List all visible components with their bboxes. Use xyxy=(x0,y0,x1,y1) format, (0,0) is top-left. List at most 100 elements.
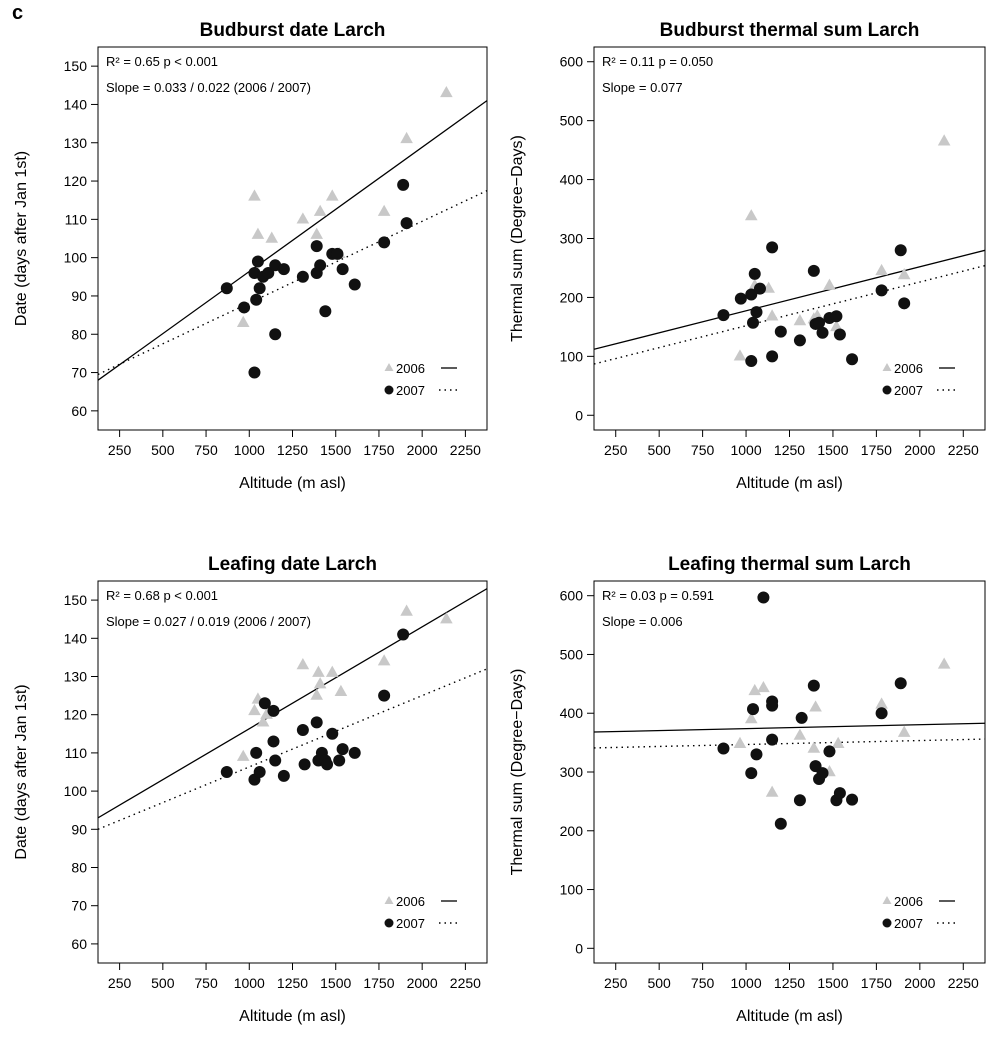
data-point-2006 xyxy=(757,680,770,693)
x-tick-label: 1250 xyxy=(277,975,308,991)
data-point-2006 xyxy=(440,612,453,624)
data-point-2006 xyxy=(793,728,807,740)
y-axis-label: Date (days after Jan 1st) xyxy=(13,684,30,859)
y-axis-label: Thermal sum (Degree−Days) xyxy=(509,669,526,876)
x-axis-label: Altitude (m asl) xyxy=(736,1008,843,1025)
x-tick-label: 2250 xyxy=(450,975,481,991)
x-tick-label: 2000 xyxy=(407,975,438,991)
x-tick-label: 750 xyxy=(691,975,715,991)
panel-letter: c xyxy=(12,2,24,24)
x-tick-label: 1750 xyxy=(861,975,892,991)
data-point-2007 xyxy=(269,754,282,767)
data-point-2007 xyxy=(793,794,806,807)
legend-label-2006: 2006 xyxy=(396,894,425,909)
data-point-2007 xyxy=(400,217,413,230)
y-tick-label: 80 xyxy=(71,326,87,342)
x-tick-label: 1000 xyxy=(730,442,761,458)
legend-label-2007: 2007 xyxy=(894,383,923,398)
data-point-2007 xyxy=(813,316,826,329)
data-point-2007 xyxy=(310,716,323,729)
y-tick-label: 70 xyxy=(71,898,87,914)
stats-annotation: R² = 0.68 p < 0.001 xyxy=(106,588,218,603)
data-point-2006 xyxy=(875,697,888,709)
y-tick-label: 80 xyxy=(71,860,87,876)
data-point-2007 xyxy=(331,247,344,260)
x-tick-label: 500 xyxy=(151,975,175,991)
data-point-2007 xyxy=(898,297,911,310)
data-point-2006 xyxy=(248,189,261,201)
chart-panel-3: Leafing date Larch 250 500 750 1000 1250 1500 1… xyxy=(13,554,488,1025)
stats-annotation: Slope = 0.077 xyxy=(602,80,683,95)
data-point-2007 xyxy=(220,282,233,295)
x-tick-label: 250 xyxy=(108,975,132,991)
data-point-2007 xyxy=(745,767,758,780)
y-tick-label: 90 xyxy=(71,288,87,304)
data-point-2007 xyxy=(267,704,280,717)
x-tick-label: 1250 xyxy=(277,442,308,458)
regression-line-2007 xyxy=(98,189,487,376)
data-point-2006 xyxy=(937,134,951,146)
y-tick-label: 0 xyxy=(575,407,583,423)
y-tick-label: 0 xyxy=(575,940,583,956)
x-tick-label: 1000 xyxy=(234,975,265,991)
chart-title: Budburst date Larch xyxy=(200,20,386,41)
data-point-2006 xyxy=(793,313,807,326)
data-point-2007 xyxy=(750,306,763,319)
legend-marker-2006 xyxy=(384,896,394,904)
y-tick-label: 140 xyxy=(64,630,88,646)
data-point-2006 xyxy=(313,677,327,689)
data-point-2007 xyxy=(766,733,779,746)
data-point-2007 xyxy=(348,746,361,759)
data-point-2006 xyxy=(440,85,453,98)
data-point-2007 xyxy=(823,745,836,758)
stats-annotation: Slope = 0.033 / 0.022 (2006 / 2007) xyxy=(106,80,311,95)
data-point-2006 xyxy=(733,736,747,748)
x-tick-label: 500 xyxy=(647,975,671,991)
data-point-2007 xyxy=(310,240,323,253)
data-point-2006 xyxy=(830,319,843,332)
data-point-2006 xyxy=(251,227,265,239)
data-point-2007 xyxy=(348,278,361,291)
y-tick-label: 300 xyxy=(560,764,584,780)
data-point-2006 xyxy=(334,684,348,696)
data-point-2007 xyxy=(745,288,758,301)
data-point-2007 xyxy=(774,817,787,830)
data-point-2007 xyxy=(267,735,280,748)
plot-frame xyxy=(593,580,986,964)
regression-line-2006 xyxy=(98,100,487,381)
x-axis-label: Altitude (m asl) xyxy=(239,1008,346,1025)
data-point-2007 xyxy=(734,292,747,305)
data-point-2007 xyxy=(397,628,410,641)
data-point-2007 xyxy=(262,266,275,279)
y-tick-label: 500 xyxy=(560,646,584,662)
data-point-2006 xyxy=(831,736,845,748)
data-point-2006 xyxy=(937,657,951,669)
data-point-2007 xyxy=(830,310,843,323)
y-tick-label: 100 xyxy=(64,250,88,266)
y-tick-label: 140 xyxy=(64,96,88,112)
data-point-2006 xyxy=(377,654,391,666)
data-point-2006 xyxy=(807,741,821,753)
data-point-2007 xyxy=(326,727,339,740)
y-tick-label: 150 xyxy=(64,58,88,74)
data-point-2007 xyxy=(319,305,332,318)
data-point-2007 xyxy=(321,758,334,771)
data-point-2007 xyxy=(766,350,779,363)
data-point-2007 xyxy=(253,282,266,295)
x-tick-label: 750 xyxy=(194,442,218,458)
data-point-2006 xyxy=(236,315,250,327)
x-tick-label: 1500 xyxy=(817,442,848,458)
y-tick-label: 150 xyxy=(64,592,88,608)
legend-label-2006: 2006 xyxy=(396,361,425,376)
data-point-2007 xyxy=(894,677,907,690)
data-point-2007 xyxy=(750,748,763,761)
data-point-2007 xyxy=(269,328,282,341)
data-point-2006 xyxy=(897,268,911,280)
x-tick-label: 2000 xyxy=(904,975,935,991)
data-point-2007 xyxy=(807,679,820,692)
data-point-2006 xyxy=(765,785,779,797)
data-point-2007 xyxy=(745,355,758,368)
data-point-2006 xyxy=(265,231,279,243)
